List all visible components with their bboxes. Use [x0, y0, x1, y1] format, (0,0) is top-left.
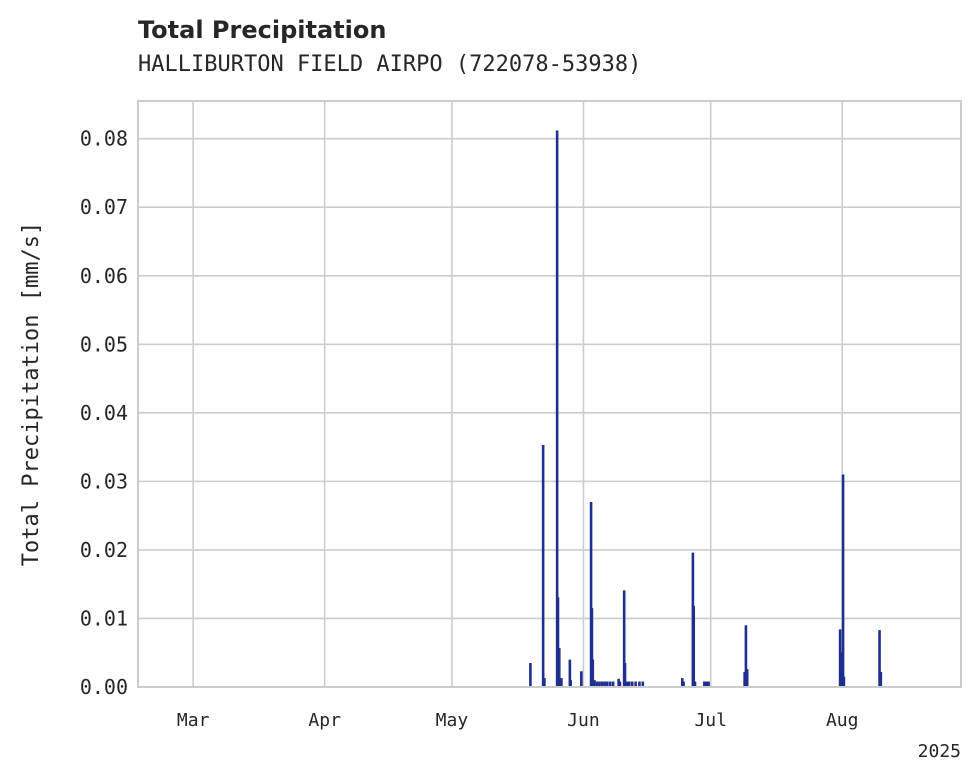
- y-tick-label: 0.04: [80, 401, 128, 425]
- y-tick-label: 0.08: [80, 127, 128, 151]
- x-tick-label: Jun: [567, 710, 600, 731]
- plot-frame: [137, 100, 962, 688]
- y-tick-label: 0.02: [80, 538, 128, 562]
- y-tick-label: 0.03: [80, 469, 128, 493]
- y-tick-label: 0.00: [80, 675, 128, 699]
- y-axis-ticks: 0.00 0.01 0.02 0.03 0.04 0.05 0.06 0.07 0.08: [80, 127, 128, 699]
- y-axis-label: Total Precipitation [mm/s]: [19, 222, 44, 566]
- y-tick-label: 0.07: [80, 195, 128, 219]
- chart-subtitle: HALLIBURTON FIELD AIRPO (722078-53938): [138, 52, 642, 77]
- precipitation-series: [529, 130, 883, 687]
- x-tick-label: Aug: [826, 710, 859, 731]
- x-axis-ticks: Mar Apr May Jun Jul Aug: [177, 710, 859, 731]
- y-tick-label: 0.01: [80, 606, 128, 630]
- y-tick-label: 0.06: [80, 264, 128, 288]
- y-tick-label: 0.05: [80, 332, 128, 356]
- x-axis-year-label: 2025: [918, 741, 961, 762]
- x-tick-label: Apr: [308, 710, 341, 731]
- x-tick-label: Jul: [694, 710, 727, 731]
- grid-lines: [138, 101, 961, 688]
- x-tick-label: Mar: [177, 710, 210, 731]
- chart-title: Total Precipitation: [138, 16, 387, 44]
- x-tick-label: May: [436, 710, 469, 731]
